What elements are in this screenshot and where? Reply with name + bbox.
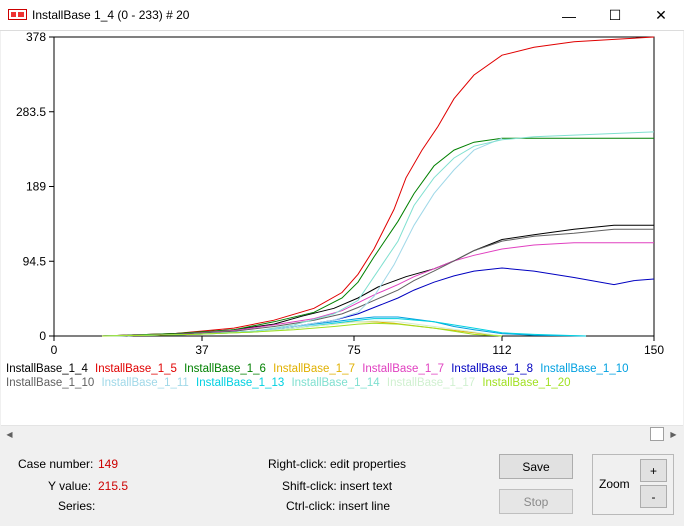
series-line <box>101 36 655 337</box>
legend-entry: InstallBase_1_10 <box>6 376 95 389</box>
y-value-label: Y value: <box>48 479 92 493</box>
series-line <box>101 137 503 337</box>
case-number-value: 149 <box>98 457 119 471</box>
legend-entry: InstallBase_1_20 <box>482 376 571 389</box>
window-title: InstallBase 1_4 (0 - 233) # 20 <box>32 8 190 22</box>
legend-entry: InstallBase_1_10 <box>540 363 629 375</box>
horizontal-scrollbar[interactable]: ◀ ▶ <box>1 425 683 442</box>
x-tick-label: 0 <box>51 343 58 357</box>
legend-entry: InstallBase_1_13 <box>196 376 285 389</box>
app-icon <box>8 9 27 20</box>
zoom-in-button[interactable]: + <box>640 459 667 482</box>
series-line <box>101 228 654 337</box>
x-tick-label: 75 <box>347 343 361 357</box>
legend-entry: InstallBase_1_17 <box>386 376 476 389</box>
y-tick-label: 189 <box>26 180 46 194</box>
close-button[interactable]: ✕ <box>655 7 667 23</box>
series-label: Series: <box>58 499 96 513</box>
line-chart[interactable]: 0 94.5 189 283.5 378 0 37 75 112 150 <box>1 30 683 361</box>
scroll-left-arrow-icon[interactable]: ◀ <box>6 429 13 439</box>
legend-entry: InstallBase_1_11 <box>101 376 189 389</box>
save-button[interactable]: Save <box>499 454 573 479</box>
legend-entry: InstallBase_1_14 <box>291 376 380 389</box>
series-line <box>101 267 655 337</box>
legend-entry: InstallBase_1_7 <box>273 363 355 375</box>
zoom-label: Zoom <box>599 477 630 491</box>
y-tick-label: 94.5 <box>23 254 47 268</box>
stop-button[interactable]: Stop <box>499 489 573 514</box>
y-tick-label: 283.5 <box>16 105 46 119</box>
x-tick-label: 112 <box>492 343 511 357</box>
hint-right-click: Right-click: edit properties <box>268 457 407 471</box>
case-number-label: Case number: <box>18 457 94 471</box>
legend-entry: InstallBase_1_8 <box>451 363 534 375</box>
y-value-value: 215.5 <box>98 479 129 493</box>
zoom-out-button[interactable]: - <box>640 485 667 508</box>
series-line <box>101 322 503 337</box>
legend-entry: InstallBase_1_6 <box>184 363 266 375</box>
series-line <box>101 137 654 337</box>
x-tick-label: 150 <box>644 343 664 357</box>
hint-ctrl-click: Ctrl-click: insert line <box>286 499 391 513</box>
series-line <box>101 224 654 337</box>
x-tick-label: 37 <box>195 343 209 357</box>
scroll-thumb[interactable] <box>650 427 664 441</box>
minimize-button[interactable]: — <box>562 7 576 24</box>
maximize-button[interactable]: ☐ <box>608 7 622 23</box>
chart-legend: InstallBase_1_4 InstallBase_1_5 InstallB… <box>6 363 678 390</box>
y-tick-label: 0 <box>39 329 46 343</box>
series-line <box>101 242 654 337</box>
legend-entry: InstallBase_1_5 <box>95 363 177 375</box>
chart-canvas[interactable]: 0 94.5 189 283.5 378 0 37 75 112 150 InstallBase_… <box>1 30 683 425</box>
legend-entry: InstallBase_1_4 <box>6 363 88 375</box>
title-bar: InstallBase 1_4 (0 - 233) # 20 — ☐ ✕ <box>0 0 684 31</box>
series-line <box>101 131 655 337</box>
plot-frame <box>53 36 655 337</box>
y-tick-label: 378 <box>26 31 46 44</box>
scroll-right-arrow-icon[interactable]: ▶ <box>670 429 677 439</box>
legend-entry: InstallBase_1_7 <box>362 363 445 375</box>
hint-shift-click: Shift-click: insert text <box>282 479 393 493</box>
